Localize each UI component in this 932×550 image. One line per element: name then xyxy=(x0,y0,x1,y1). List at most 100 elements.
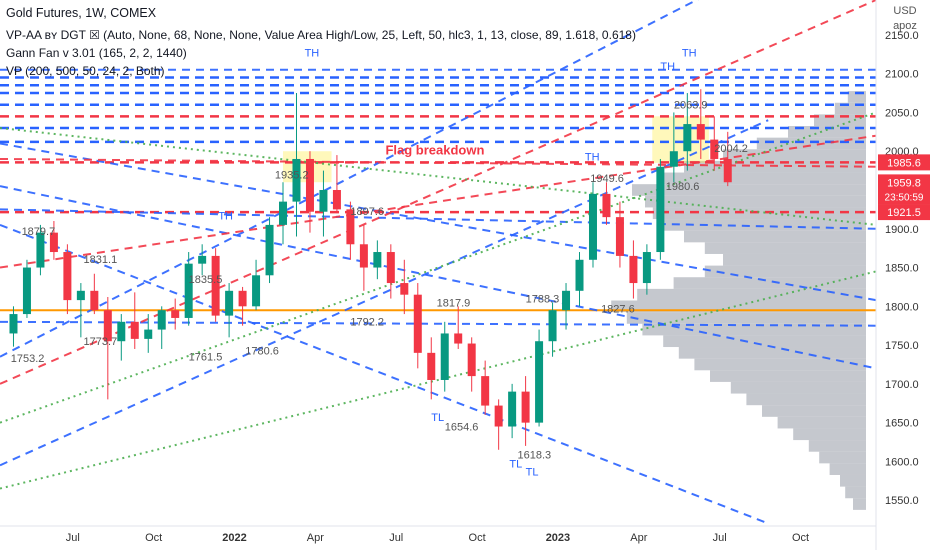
volume-profile-bar xyxy=(704,242,866,254)
level-label: 1831.1 xyxy=(84,254,118,266)
y-tick-label: 1900.0 xyxy=(885,224,919,236)
candle-body xyxy=(359,244,368,268)
volume-profile-bar xyxy=(673,277,866,289)
candle-body xyxy=(171,310,180,318)
y-tick-label: 2100.0 xyxy=(885,69,919,81)
level-label: 1753.2 xyxy=(11,353,45,365)
candle-body xyxy=(117,321,126,342)
candle-body xyxy=(144,329,153,339)
candle-body xyxy=(669,151,678,167)
indicator-gann-fan-label[interactable]: Gann Fan v 3.01 (165, 2, 2, 1440) xyxy=(6,46,187,60)
volume-profile-bar xyxy=(840,474,866,487)
volume-profile-bar xyxy=(652,207,866,220)
candle-body xyxy=(305,158,314,212)
volume-profile-bar xyxy=(730,381,866,394)
candle-body xyxy=(386,252,395,284)
candle-body xyxy=(22,267,31,315)
volume-profile-bar xyxy=(637,288,866,301)
price-tag-countdown: 23:50:59 xyxy=(885,192,924,203)
chart-annotation: TL xyxy=(431,412,444,424)
candle-body xyxy=(332,189,341,210)
price-tag xyxy=(878,154,930,171)
level-label: 2063.9 xyxy=(674,100,708,112)
level-label: 1817.9 xyxy=(437,297,471,309)
chart-annotation: TH xyxy=(218,210,233,222)
currency-code: USD xyxy=(893,5,917,17)
candle-body xyxy=(588,193,597,260)
level-label: 1835.5 xyxy=(189,274,223,286)
x-tick-label: 2023 xyxy=(546,532,570,544)
chart-title: Gold Futures, 1W, COMEX xyxy=(6,6,157,20)
volume-profile-bar xyxy=(762,405,866,417)
candle-body xyxy=(548,310,557,342)
level-label: 1980.6 xyxy=(666,181,700,193)
y-tick-label: 1700.0 xyxy=(885,379,919,391)
volume-profile-bar xyxy=(663,219,866,231)
price-tag-label: 1985.6 xyxy=(887,157,921,169)
chart-annotation: TH xyxy=(660,61,675,73)
x-tick-label: Jul xyxy=(389,532,403,544)
volume-profile-bar xyxy=(678,347,866,359)
level-label: 1792.2 xyxy=(350,317,384,329)
chart-annotation: TH xyxy=(305,48,320,60)
currency-note: apoz xyxy=(893,20,917,32)
x-tick-label: Oct xyxy=(145,532,162,544)
volume-profile-bar xyxy=(710,370,866,382)
volume-profile-bar xyxy=(793,428,866,441)
volume-profile-bar xyxy=(853,498,866,510)
candle-body xyxy=(265,224,274,276)
level-label: 1949.6 xyxy=(590,173,624,185)
candle-body xyxy=(90,290,99,311)
volume-profile-bar xyxy=(814,114,866,127)
candle-body xyxy=(562,290,571,311)
candle-body xyxy=(130,321,139,339)
gann-fan-line-blue xyxy=(0,208,877,230)
currency-label[interactable]: USD apoz xyxy=(878,4,932,34)
indicator-vp-label[interactable]: VP (200, 500, 50, 24, 2, Both) xyxy=(6,64,165,78)
candle-body xyxy=(602,193,611,218)
candle-body xyxy=(467,343,476,377)
level-label: 1788.3 xyxy=(526,293,560,305)
y-tick-label: 2150.0 xyxy=(885,30,919,42)
x-tick-label: Oct xyxy=(792,532,809,544)
price-tag-label: 1959.8 xyxy=(887,177,921,189)
y-tick-label: 1650.0 xyxy=(885,418,919,430)
gann-fan-line-blue xyxy=(0,185,877,370)
volume-profile-bar xyxy=(845,486,866,499)
candle-body xyxy=(63,252,72,301)
level-label: 1654.6 xyxy=(445,421,479,433)
volume-profile-bar xyxy=(777,416,866,429)
candle-body xyxy=(373,252,382,268)
candle-body xyxy=(346,209,355,245)
volume-profile-bar xyxy=(626,312,866,324)
volume-profile-bar xyxy=(756,137,866,150)
y-tick-label: 2050.0 xyxy=(885,107,919,119)
candle-body xyxy=(683,124,692,152)
trend-line-green xyxy=(0,270,877,490)
candle-body xyxy=(454,333,463,344)
y-tick-label: 1550.0 xyxy=(885,495,919,507)
y-tick-label: 1850.0 xyxy=(885,263,919,275)
level-label: 1780.6 xyxy=(245,345,279,357)
volume-profile-bar xyxy=(658,172,866,185)
candle-body xyxy=(656,166,665,253)
candle-body xyxy=(292,158,301,202)
candle-body xyxy=(36,232,45,268)
volume-profile-bar xyxy=(723,149,866,161)
level-label: 1618.3 xyxy=(518,449,552,461)
gann-fan-line-red xyxy=(0,0,877,385)
candle-body xyxy=(710,139,719,159)
price-tag xyxy=(878,204,930,221)
candle-body xyxy=(103,310,112,342)
candle-body xyxy=(211,255,220,316)
chart-annotation: TH xyxy=(585,152,600,164)
candle-body xyxy=(642,252,651,284)
candle-body xyxy=(9,314,18,334)
volume-profile-bar xyxy=(834,102,866,115)
price-tag xyxy=(878,174,930,205)
volume-profile-bar xyxy=(632,184,866,196)
candle-body xyxy=(615,217,624,256)
indicator-vp-aa-label[interactable]: VP-AA ʙʏ DGT ☒ (Auto, None, 68, None, No… xyxy=(6,28,636,42)
volume-profile-bar xyxy=(611,300,866,313)
